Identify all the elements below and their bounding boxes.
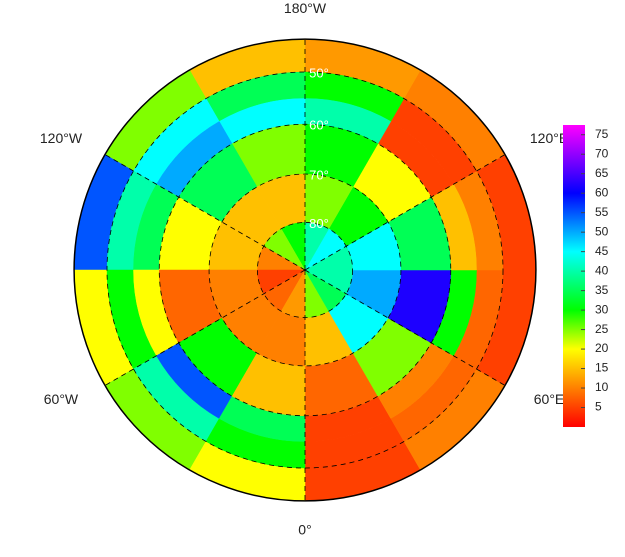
colorbar-label: 35 [595,283,609,297]
colorbar-label: 25 [595,322,609,336]
latitude-circle [208,173,402,367]
colorbar-label: 65 [595,166,609,180]
colorbar-label: 75 [595,127,609,141]
colorbar-label: 55 [595,205,609,219]
longitude-label: 120°E [530,130,568,146]
colorbar-label: 60 [595,185,609,199]
map-border [73,38,537,502]
longitude-label: 60°E [534,391,565,407]
meridian [104,154,306,271]
longitude-label: 180°W [284,0,327,16]
latitude-label: 80° [309,216,329,231]
longitude-label: 120°W [40,130,83,146]
longitude-label: 60°W [44,391,79,407]
colorbar-label: 30 [595,302,609,316]
heatmap [73,38,537,502]
colorbar [563,125,585,427]
latitude-label: 60° [309,118,329,133]
latitude-label: 70° [309,168,329,183]
colorbar-label: 10 [595,380,609,394]
longitude-label: 0° [298,522,311,538]
colorbar-label: 5 [595,400,602,414]
meridian [104,269,306,386]
colorbar-label: 45 [595,244,609,258]
latitude-circle [106,71,504,469]
meridian [304,154,506,271]
colorbar-label: 50 [595,224,609,238]
colorbar-label: 40 [595,263,609,277]
meridian [304,269,506,386]
latitude-label: 50° [309,65,329,80]
colorbar-label: 20 [595,341,609,355]
colorbar-label: 15 [595,361,609,375]
colorbar-label: 70 [595,146,609,160]
